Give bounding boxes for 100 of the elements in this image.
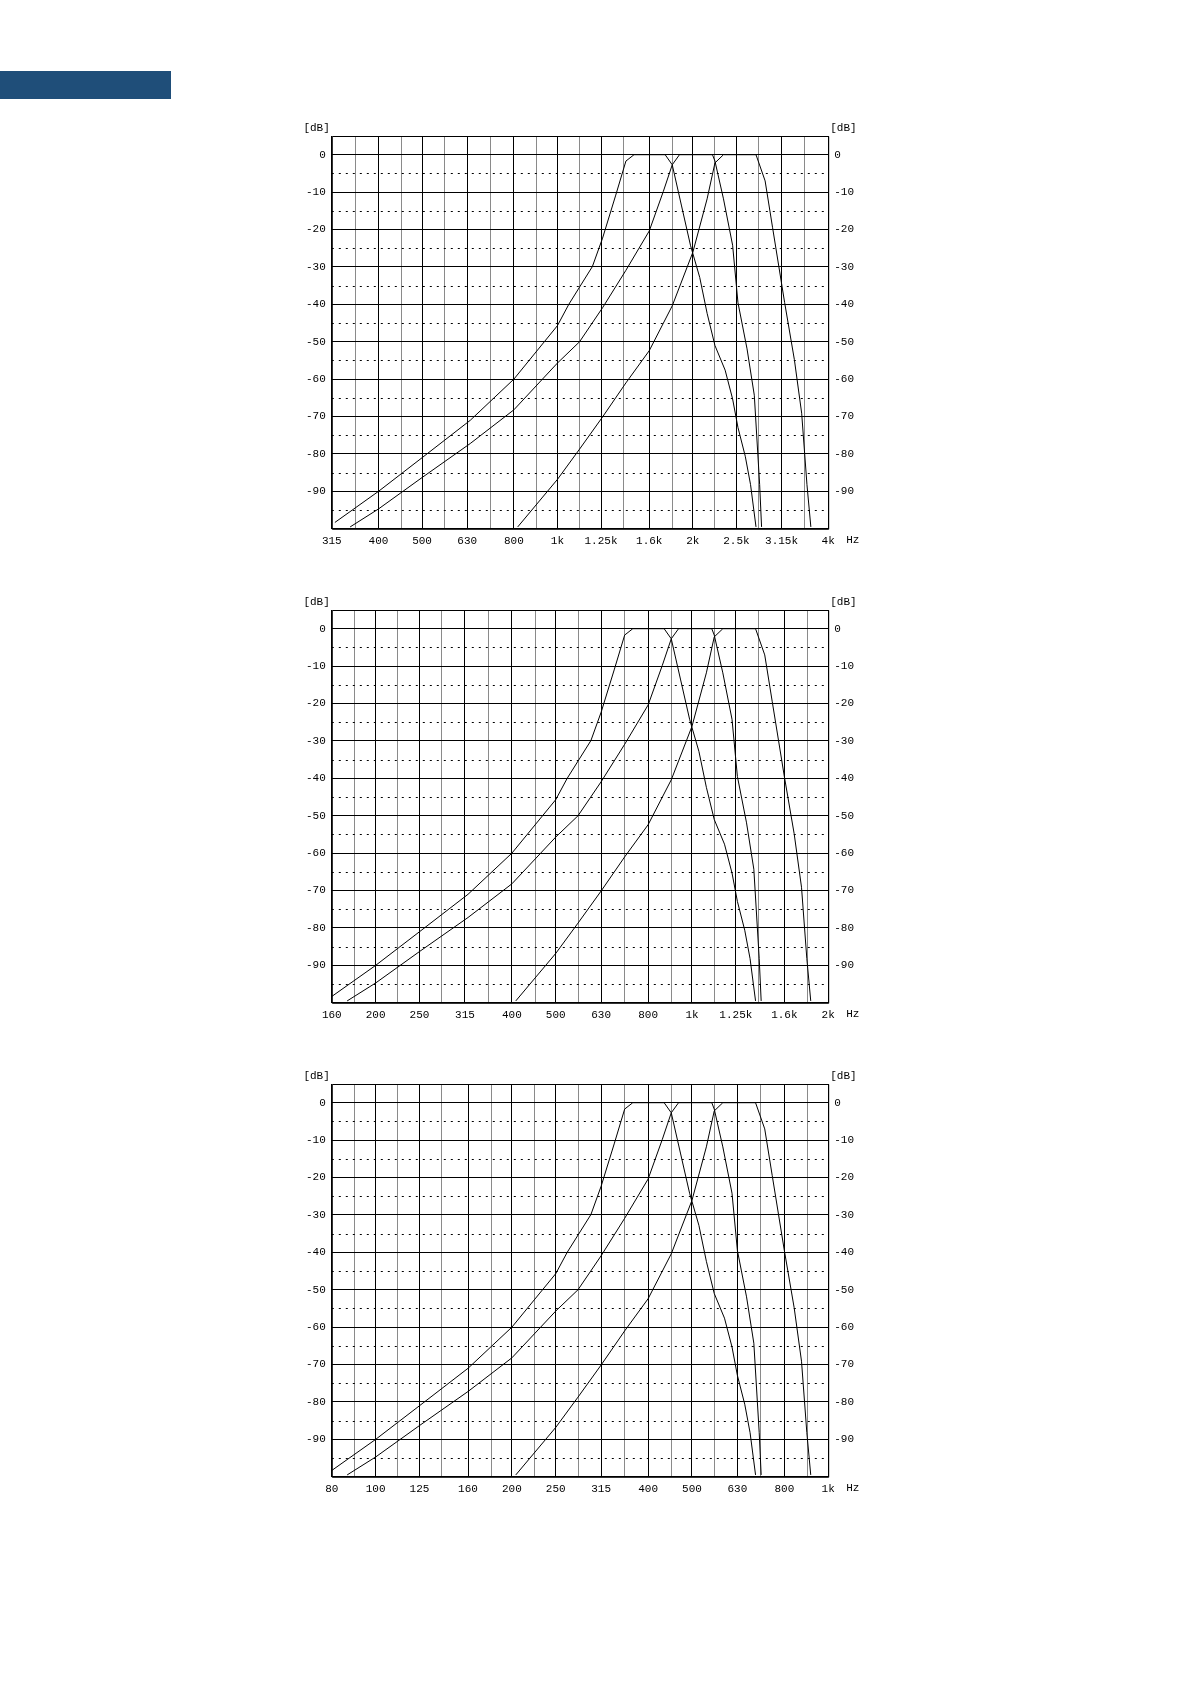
x-axis-title: Hz xyxy=(846,534,860,547)
y2-tick-label: -70 xyxy=(834,884,855,897)
x-tick-label: 1.6k xyxy=(771,1009,798,1022)
y2-tick-label: -40 xyxy=(834,1246,855,1259)
y-tick-label: -60 xyxy=(305,373,326,386)
x-tick-label: 500 xyxy=(545,1009,566,1022)
y-tick-label: -30 xyxy=(305,1208,326,1221)
x-tick-label: 630 xyxy=(727,1483,748,1496)
x-tick-label: 630 xyxy=(591,1009,612,1022)
x-axis-title: Hz xyxy=(846,1482,860,1495)
y-tick-label: -90 xyxy=(305,485,326,498)
y2-tick-label: -70 xyxy=(834,1358,855,1371)
y2-tick-label: 0 xyxy=(834,622,841,635)
y2-tick-label: -90 xyxy=(834,485,855,498)
y2-tick-label: 0 xyxy=(834,1096,841,1109)
y2-tick-label: -60 xyxy=(834,373,855,386)
y-tick-label: -10 xyxy=(305,1134,326,1147)
y-tick-label: -70 xyxy=(305,884,326,897)
x-tick-label: 1.6k xyxy=(636,535,663,548)
y2-tick-label: -10 xyxy=(834,1134,855,1147)
x-tick-label: 3.15k xyxy=(765,535,799,548)
y2-tick-label: 0 xyxy=(834,148,841,161)
x-tick-label: 100 xyxy=(365,1483,386,1496)
x-tick-label: 400 xyxy=(501,1009,522,1022)
y-tick-label: -40 xyxy=(305,772,326,785)
y-tick-label: -40 xyxy=(305,1246,326,1259)
y2-tick-label: -30 xyxy=(834,1208,855,1221)
y-tick-label: -60 xyxy=(305,847,326,860)
y2-tick-label: -10 xyxy=(834,186,855,199)
y-tick-label: -70 xyxy=(305,1358,326,1371)
y2-tick-label: -90 xyxy=(834,959,855,972)
y-tick-label: 0 xyxy=(319,622,326,635)
y-tick-label: -40 xyxy=(305,298,326,311)
x-axis-title: Hz xyxy=(846,1008,860,1021)
y-tick-label: -80 xyxy=(305,447,326,460)
x-tick-label: 250 xyxy=(409,1009,430,1022)
y2-tick-label: -80 xyxy=(834,1395,855,1408)
x-tick-label: 500 xyxy=(682,1483,702,1496)
x-tick-label: 400 xyxy=(368,535,389,548)
x-tick-label: 800 xyxy=(638,1009,659,1022)
y-tick-label: -60 xyxy=(305,1321,326,1334)
y2-tick-label: -60 xyxy=(834,847,855,860)
x-tick-label: 4k xyxy=(821,535,836,548)
x-tick-label: 315 xyxy=(591,1483,612,1496)
y-tick-label: -80 xyxy=(305,1395,326,1408)
x-tick-label: 2k xyxy=(686,535,700,548)
y2-tick-label: -50 xyxy=(834,1283,855,1296)
y-axis-title: [dB] xyxy=(303,122,330,135)
y2-tick-label: -30 xyxy=(834,260,855,273)
y-tick-label: -50 xyxy=(305,809,326,822)
x-tick-label: 1k xyxy=(550,535,565,548)
y2-tick-label: -50 xyxy=(834,809,855,822)
y-tick-label: -50 xyxy=(305,1283,326,1296)
y2-tick-label: -40 xyxy=(834,772,855,785)
x-tick-label: 1.25k xyxy=(719,1009,753,1022)
x-tick-label: 80 xyxy=(325,1483,339,1496)
y2-tick-label: -50 xyxy=(834,335,855,348)
y2-tick-label: -80 xyxy=(834,447,855,460)
y2-axis-title: [dB] xyxy=(830,596,857,609)
x-tick-label: 160 xyxy=(321,1009,342,1022)
y-tick-label: -90 xyxy=(305,959,326,972)
y2-tick-label: -80 xyxy=(834,921,855,934)
y-tick-label: -30 xyxy=(305,260,326,273)
y-tick-label: -80 xyxy=(305,921,326,934)
y-axis-title: [dB] xyxy=(303,596,330,609)
x-tick-label: 125 xyxy=(409,1483,430,1496)
y2-tick-label: -60 xyxy=(834,1321,855,1334)
x-tick-label: 400 xyxy=(638,1483,659,1496)
y2-axis-title: [dB] xyxy=(830,1070,857,1083)
x-tick-label: 315 xyxy=(321,535,342,548)
x-tick-label: 630 xyxy=(457,535,478,548)
x-tick-label: 1k xyxy=(821,1483,836,1496)
y-tick-label: -50 xyxy=(305,335,326,348)
y2-tick-label: -20 xyxy=(834,223,855,236)
y-tick-label: -70 xyxy=(305,410,326,423)
y2-tick-label: -90 xyxy=(834,1433,855,1446)
x-tick-label: 200 xyxy=(365,1009,386,1022)
y-tick-label: -20 xyxy=(305,697,326,710)
y2-tick-label: -30 xyxy=(834,734,855,747)
x-tick-label: 250 xyxy=(545,1483,566,1496)
x-tick-label: 160 xyxy=(458,1483,478,1496)
y2-tick-label: -20 xyxy=(834,1171,855,1184)
y2-tick-label: -70 xyxy=(834,410,855,423)
x-tick-label: 315 xyxy=(455,1009,475,1022)
x-tick-label: 200 xyxy=(501,1483,522,1496)
y-axis-title: [dB] xyxy=(303,1070,330,1083)
y-tick-label: -20 xyxy=(305,1171,326,1184)
y-tick-label: 0 xyxy=(319,148,326,161)
y-tick-label: -90 xyxy=(305,1433,326,1446)
y-tick-label: 0 xyxy=(319,1096,326,1109)
y-tick-label: -30 xyxy=(305,734,326,747)
x-tick-label: 1k xyxy=(685,1009,699,1022)
x-tick-label: 800 xyxy=(503,535,524,548)
y2-tick-label: -40 xyxy=(834,298,855,311)
x-tick-label: 500 xyxy=(412,535,432,548)
y-tick-label: -10 xyxy=(305,186,326,199)
x-tick-label: 2.5k xyxy=(723,535,750,548)
x-tick-label: 2k xyxy=(821,1009,836,1022)
y-tick-label: -20 xyxy=(305,223,326,236)
y-tick-label: -10 xyxy=(305,660,326,673)
